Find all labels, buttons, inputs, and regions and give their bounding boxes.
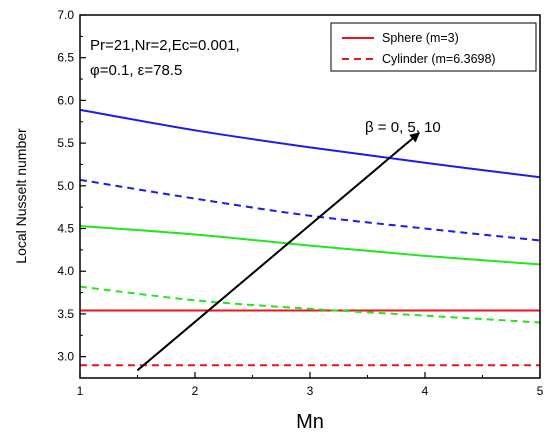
x-axis-title: Mn [296, 411, 324, 433]
series-layer [80, 108, 540, 367]
y-tick-label-3.5: 3.5 [57, 307, 74, 321]
series-line-cylinder-beta-10 [80, 178, 540, 242]
series-line-sphere-beta-5 [80, 224, 540, 266]
y-tick-label-5.0: 5.0 [57, 179, 74, 193]
x-tick-label-5: 5 [537, 384, 544, 398]
parameters-line-1: Pr=21,Nr=2,Ec=0.001, [90, 37, 240, 54]
y-tick-label-7.0: 7.0 [57, 8, 74, 22]
legend-label-sphere: Sphere (m=3) [382, 31, 459, 45]
x-tick-label-2: 2 [192, 384, 199, 398]
x-tick-label-4: 4 [422, 384, 429, 398]
y-tick-label-6.0: 6.0 [57, 93, 74, 107]
plot-frame [79, 14, 541, 379]
x-tick-label-1: 1 [77, 384, 84, 398]
y-tick-label-3.0: 3.0 [57, 350, 74, 364]
y-tick-label-6.5: 6.5 [57, 51, 74, 65]
y-tick-label-4.5: 4.5 [57, 222, 74, 236]
beta-arrow-label: β = 0, 5, 10 [365, 119, 441, 136]
series-line-cylinder-beta-5 [80, 285, 540, 324]
legend-box [330, 22, 537, 72]
legend: Sphere (m=3) Cylinder (m=6.3698) [330, 22, 537, 72]
x-tick-label-3: 3 [307, 384, 314, 398]
ticks-layer: 1 2 3 4 5 3.0 3.5 4.0 4.5 5.0 5.5 6.0 6.5 7.0 [57, 8, 543, 398]
y-tick-label-4.0: 4.0 [57, 264, 74, 278]
parameters-line-2: φ=0.1, ε=78.5 [90, 62, 182, 79]
beta-arrow [136, 132, 421, 372]
y-tick-label-5.5: 5.5 [57, 136, 74, 150]
series-line-sphere-beta-10 [80, 108, 540, 179]
y-axis-title: Local Nusselt number [13, 128, 29, 264]
legend-label-cylinder: Cylinder (m=6.3698) [382, 52, 496, 66]
